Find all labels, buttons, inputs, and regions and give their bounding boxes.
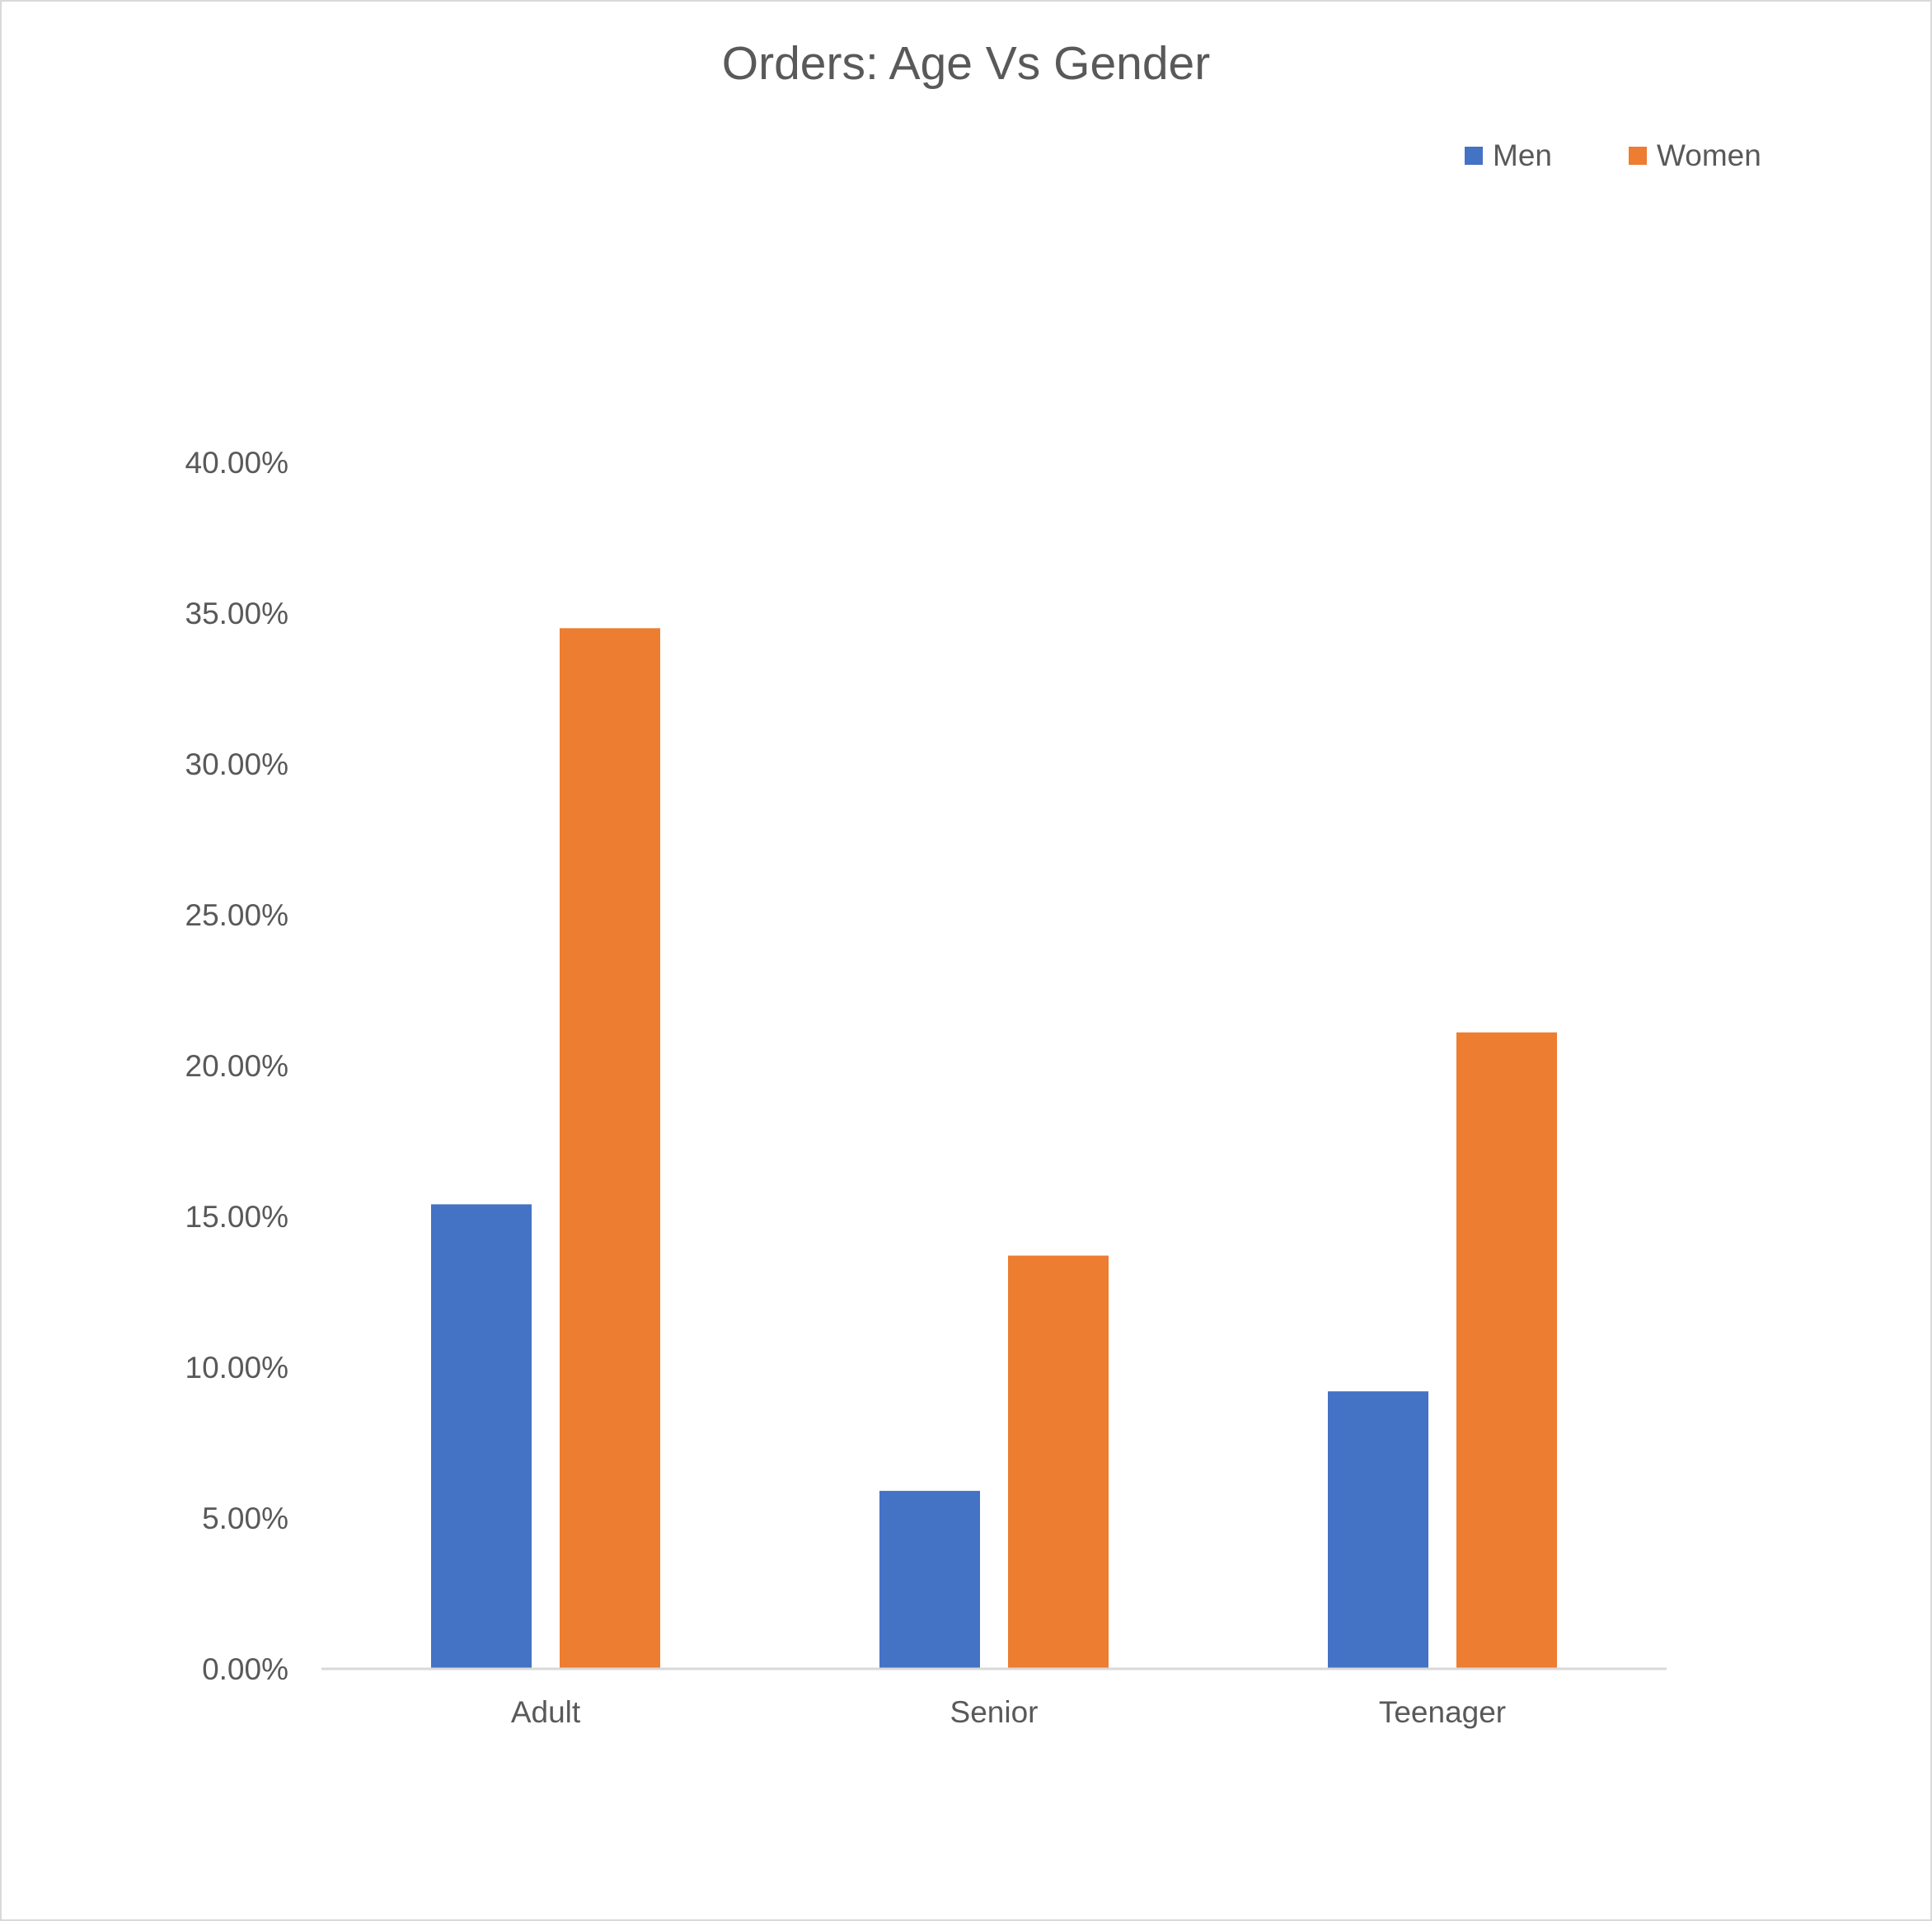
x-category-label: Adult	[511, 1695, 581, 1729]
legend-swatch-men	[1465, 147, 1483, 165]
bar-men-teenager	[1328, 1391, 1428, 1669]
y-tick-label: 25.00%	[185, 898, 289, 932]
y-tick-label: 0.00%	[202, 1652, 288, 1686]
y-tick-label: 15.00%	[185, 1200, 289, 1234]
x-category-label: Senior	[950, 1695, 1039, 1729]
y-tick-label: 20.00%	[185, 1049, 289, 1083]
y-tick-label: 40.00%	[185, 446, 289, 480]
chart-title: Orders: Age Vs Gender	[722, 37, 1210, 90]
bar-women-teenager	[1456, 1032, 1557, 1669]
legend-swatch-women	[1629, 147, 1647, 165]
legend-label-men: Men	[1493, 138, 1552, 172]
y-tick-label: 35.00%	[185, 597, 289, 630]
bars	[431, 628, 1557, 1669]
x-axis: Adult Senior Teenager	[511, 1695, 1506, 1729]
y-tick-label: 5.00%	[202, 1502, 288, 1535]
x-category-label: Teenager	[1379, 1695, 1506, 1729]
bar-men-senior	[879, 1491, 980, 1669]
legend-label-women: Women	[1657, 138, 1761, 172]
y-tick-label: 10.00%	[185, 1351, 289, 1385]
y-tick-label: 30.00%	[185, 747, 289, 781]
bar-women-senior	[1008, 1255, 1109, 1669]
bar-men-adult	[431, 1204, 532, 1669]
legend: Men Women	[1465, 138, 1761, 172]
y-axis: 0.00% 5.00% 10.00% 15.00% 20.00% 25.00% 30.00%…	[185, 446, 289, 1686]
bar-women-adult	[560, 628, 660, 1669]
